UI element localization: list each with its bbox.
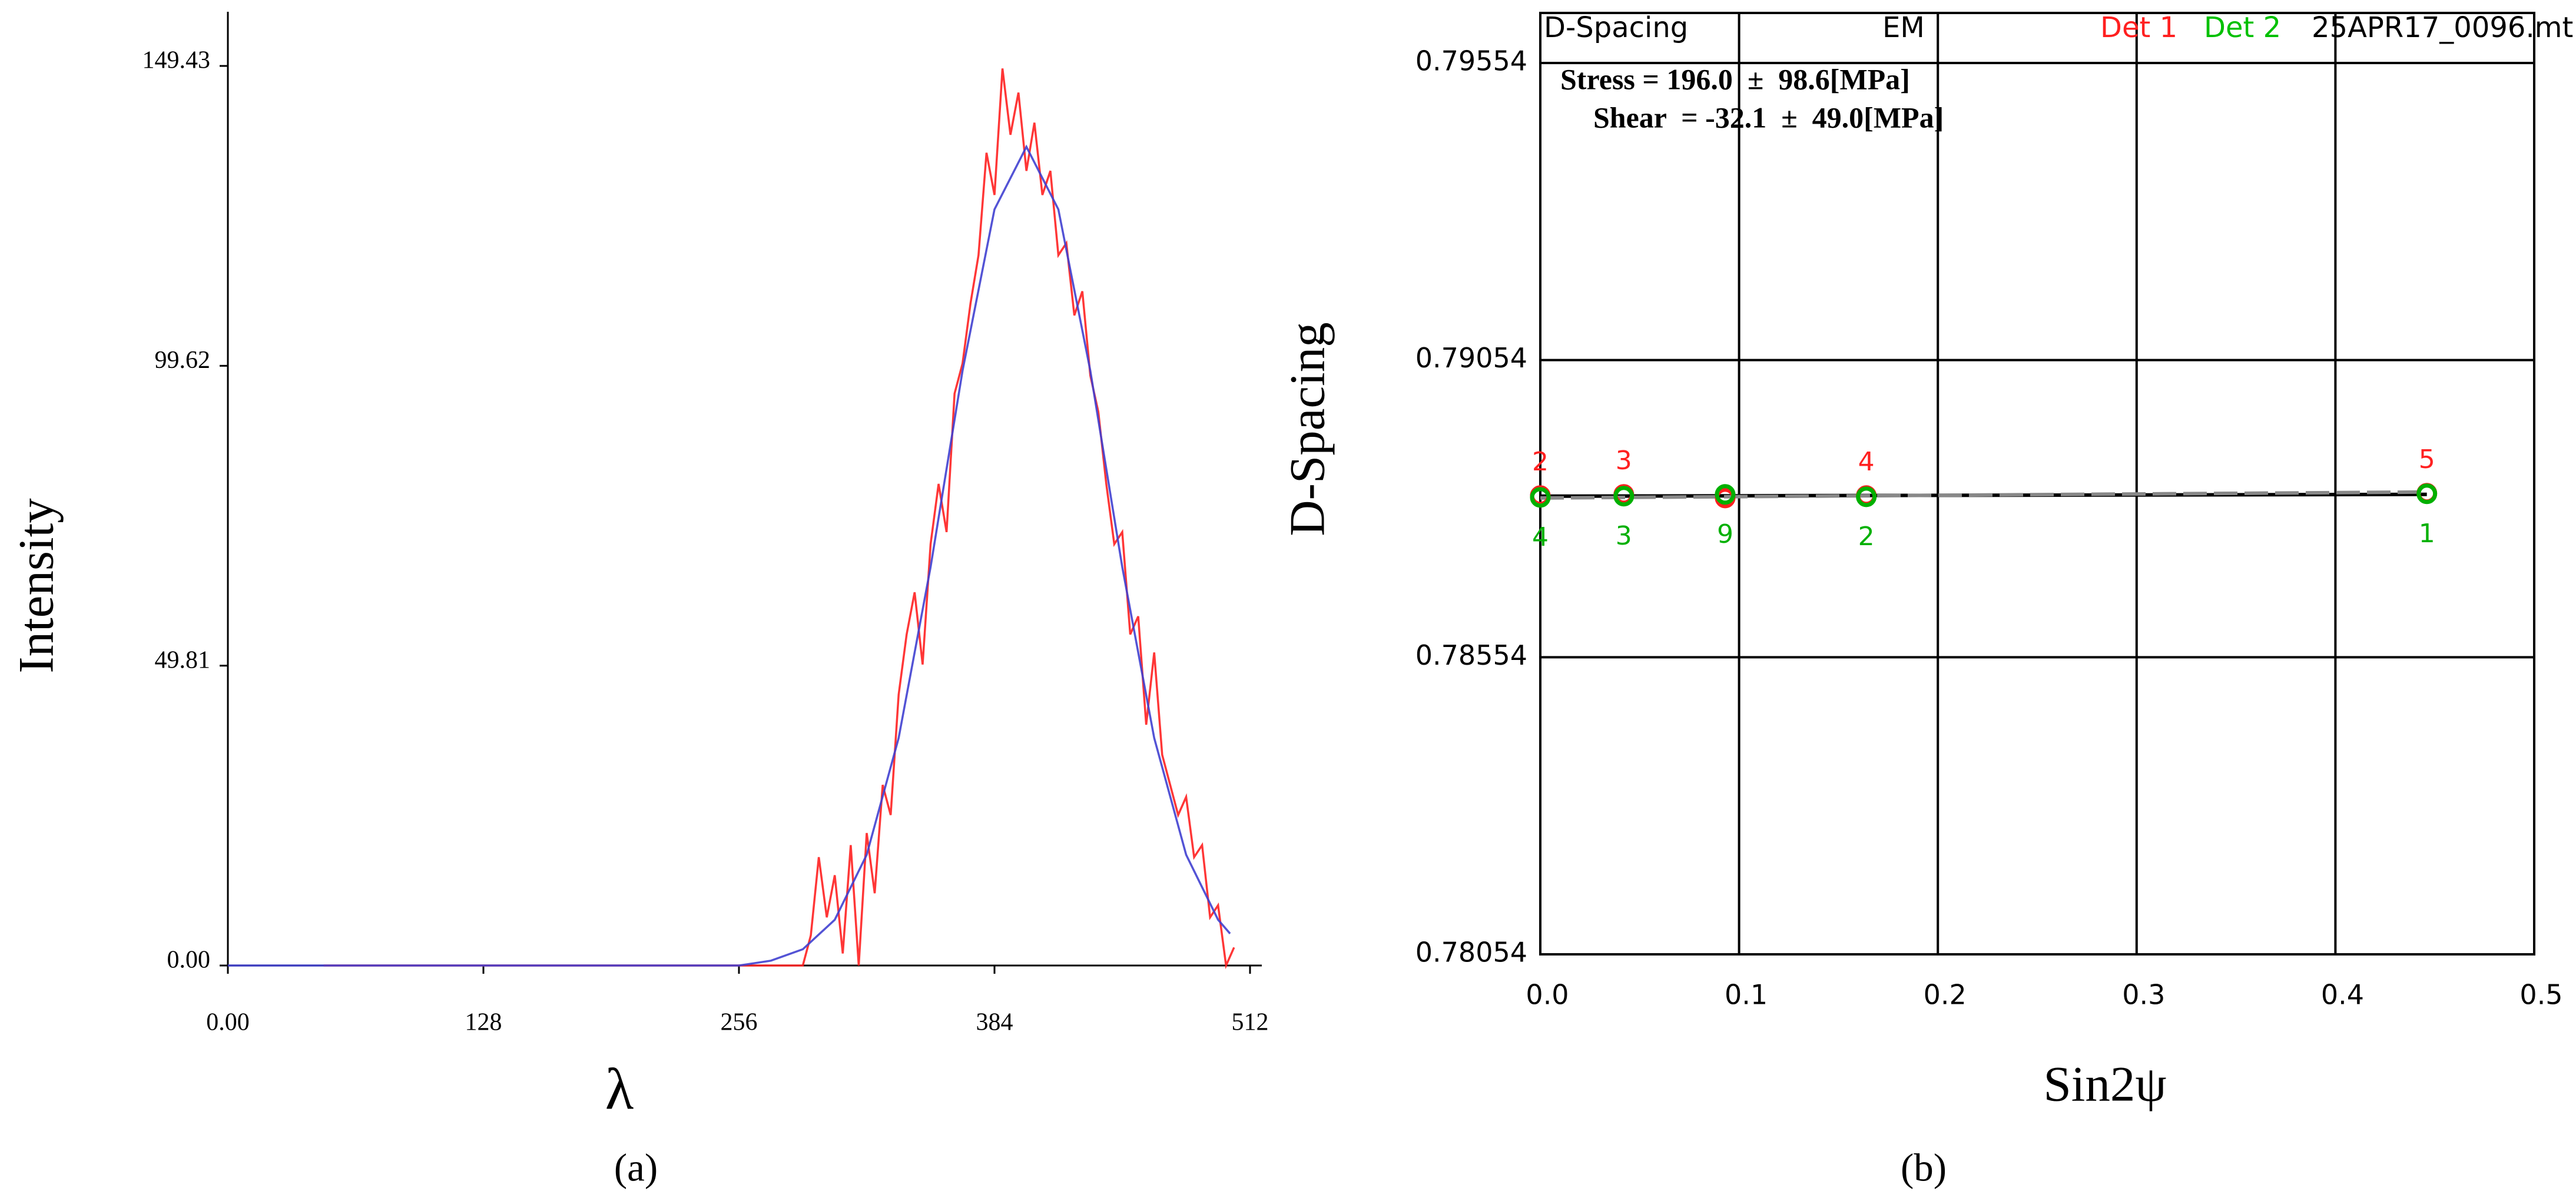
x-tick-label: 128 (465, 1009, 502, 1036)
x-tick-label: 0.3 (2122, 979, 2165, 1011)
y-tick-label: 49.81 (155, 646, 211, 674)
point-label: 2 (1858, 522, 1875, 552)
x-tick-label: 512 (1232, 1009, 1269, 1036)
y-tick-label: 149.43 (142, 47, 211, 74)
y-tick-label: 99.62 (155, 347, 211, 374)
x-tick-label: 256 (721, 1009, 758, 1036)
annotation: Shear = -32.1 ± 49.0[MPa] (1593, 101, 1944, 134)
point-label: 1 (2419, 519, 2435, 549)
x-axis-label: λ (605, 1056, 634, 1122)
x-tick-label: 0.5 (2519, 979, 2562, 1011)
data-point (2416, 483, 2438, 505)
data-line (323, 68, 1235, 970)
y-tick-label: 0.79554 (1415, 45, 1527, 77)
plot-frame (1539, 12, 2535, 956)
header-text: D-Spacing (1544, 11, 1688, 44)
x-tick-label: 0.00 (206, 1009, 250, 1036)
header-text: Det 2 (2204, 11, 2281, 44)
y-axis-label: Intensity (9, 498, 64, 674)
point-label: 4 (1532, 522, 1549, 552)
x-tick-label: 0.4 (2321, 979, 2364, 1011)
y-tick-label: 0.78054 (1415, 937, 1527, 968)
point-label: 5 (2419, 444, 2435, 475)
point-label: 9 (1717, 519, 1733, 549)
y-tick-label: 0.79054 (1415, 342, 1527, 374)
point-label: 3 (1616, 521, 1632, 551)
point-label: 2 (1532, 447, 1549, 477)
data-point (1715, 484, 1736, 505)
header-text: EM (1882, 11, 1925, 44)
caption: (b) (1901, 1146, 1947, 1189)
point-label: 3 (1616, 446, 1632, 476)
y-tick-label: 0.00 (167, 947, 211, 974)
x-tick-label: 0.0 (1526, 979, 1569, 1011)
fit-line (1540, 490, 2427, 500)
caption: (a) (614, 1146, 658, 1189)
annotation: Stress = 196.0 ± 98.6[MPa] (1560, 62, 1910, 95)
y-tick-label: 0.78554 (1415, 639, 1527, 671)
data-point (1530, 487, 1551, 508)
header-text: Det 1 (2100, 11, 2177, 44)
x-tick-label: 0.2 (1924, 979, 1967, 1011)
x-axis-label: Sin2ψ (2043, 1057, 2166, 1112)
y-axis-label: D-Spacing (1280, 322, 1335, 536)
x-tick-label: 0.1 (1725, 979, 1768, 1011)
header-text: 25APR17_0096.mt (2312, 11, 2573, 44)
data-point (1613, 486, 1635, 507)
data-line (228, 144, 1231, 967)
x-tick-label: 384 (976, 1009, 1013, 1036)
data-point (1856, 486, 1877, 507)
point-label: 4 (1858, 447, 1875, 477)
